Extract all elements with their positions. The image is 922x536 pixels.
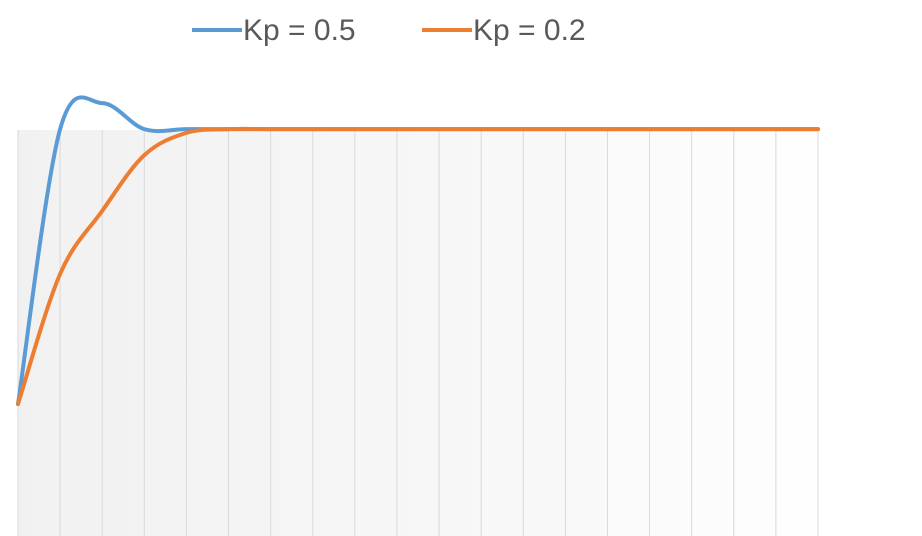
legend-label-1: Kp = 0.5 xyxy=(243,14,356,47)
grid-lines xyxy=(17,130,819,536)
plot-area xyxy=(18,130,838,536)
legend: Kp = 0.5 Kp = 0.2 xyxy=(192,14,586,47)
legend-item-2: Kp = 0.2 xyxy=(422,14,586,47)
legend-item-1: Kp = 0.5 xyxy=(192,14,356,47)
series-lines xyxy=(16,95,820,406)
series-line-2 xyxy=(16,126,820,406)
legend-label-2: Kp = 0.2 xyxy=(473,14,586,47)
plot-background xyxy=(18,130,838,536)
series-2 xyxy=(16,126,820,406)
